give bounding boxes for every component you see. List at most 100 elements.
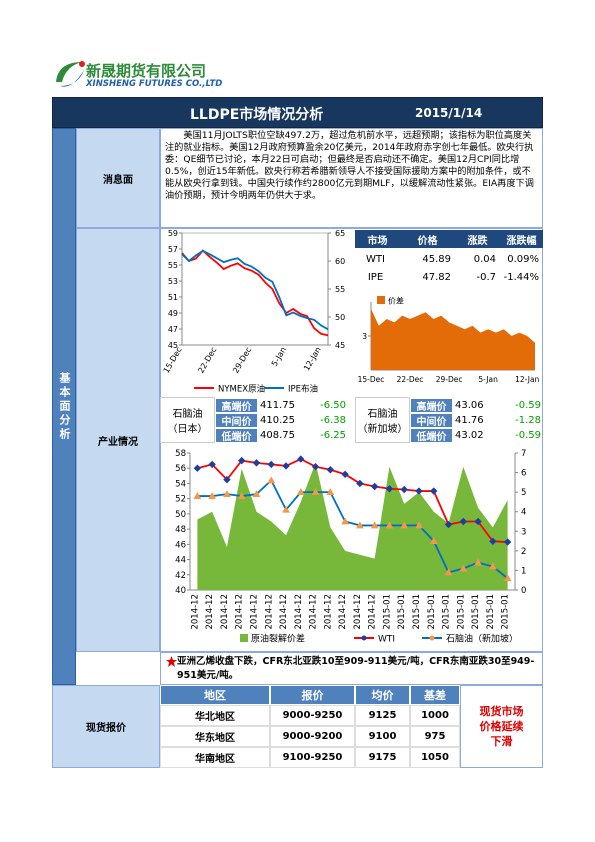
- naphtha-name-line: （新加坡）: [357, 424, 408, 435]
- crude-table: 市场 价格 涨跌 涨跌幅 WTI 45.89 0.04 0.09% IPE 47.82 -0.7 -1…: [355, 228, 543, 290]
- change: -0.59: [515, 430, 541, 441]
- table-cell: IPE: [367, 271, 384, 283]
- marker: [326, 466, 335, 474]
- line: [181, 249, 329, 337]
- table-cell: 45.89: [422, 253, 451, 265]
- marker: [400, 485, 408, 494]
- x-tick-label: 12-Jan: [515, 375, 539, 384]
- price: 408.75: [260, 430, 295, 441]
- side-column: 基本面分析: [52, 128, 76, 685]
- x-tick-label: 12-Jan: [302, 346, 323, 373]
- naphtha-name-line: （日本）: [167, 424, 208, 435]
- line: [181, 249, 329, 331]
- marker: [474, 558, 482, 566]
- spot-cell: 9175: [355, 747, 410, 768]
- y-tick-label: 44: [175, 556, 186, 566]
- title-bar: [52, 97, 543, 128]
- x-tick-label: 22-Dec: [397, 375, 424, 384]
- company-en: XINSHENG FUTURES CO.,LTD: [86, 79, 223, 89]
- marker: [326, 488, 335, 496]
- y-tick-label: 3: [362, 332, 367, 341]
- marker: [415, 521, 423, 529]
- y2-tick-label: 5: [521, 488, 526, 498]
- x-tick-label: 2014-12: [235, 594, 245, 630]
- y2-tick-label: 65: [335, 229, 345, 238]
- price: 43.06: [455, 400, 484, 411]
- marker: [459, 564, 468, 572]
- table-cell: WTI: [366, 253, 385, 265]
- legend-label: NYMEX原油: [218, 384, 265, 395]
- table-cell: 47.82: [422, 271, 451, 283]
- x-tick-label: 29-Dec: [436, 375, 463, 384]
- legend-swatch: [240, 634, 248, 642]
- spot-cell: 9000-9200: [270, 726, 355, 747]
- marker: [237, 492, 246, 499]
- marker: [356, 521, 364, 529]
- change: -0.59: [515, 400, 541, 411]
- y2-tick-label: 4: [521, 508, 526, 518]
- marker: [474, 517, 482, 526]
- marker: [429, 537, 438, 544]
- x-tick-label: 2014-12: [368, 594, 378, 630]
- marker: [252, 490, 261, 497]
- spot-cell: 9000-9250: [270, 705, 355, 726]
- marker: [296, 488, 305, 496]
- y-tick-label: 52: [175, 495, 186, 505]
- price: 41.76: [455, 415, 484, 426]
- x-tick-label: 29-Dec: [231, 346, 253, 375]
- y2-tick-label: 7: [521, 449, 526, 459]
- marker: [267, 476, 276, 484]
- price-kind: 中间价: [215, 413, 258, 428]
- naphtha-table: 石脑油 （日本） 高端价 411.75 -6.50 中间价 410.25 -6.38 低端价 40…: [160, 397, 543, 443]
- spot-cell: 华东地区: [160, 726, 270, 747]
- marker: [370, 482, 379, 491]
- spot-comment: 现货市场价格延续下滑: [460, 685, 543, 768]
- legend-swatch: [377, 296, 385, 304]
- change: -6.50: [320, 400, 346, 411]
- price-kind: 中间价: [410, 413, 453, 428]
- table-header: 市场: [355, 230, 400, 248]
- marker: [252, 459, 261, 467]
- y-tick-label: 47: [168, 325, 178, 334]
- industry-label: 产业情况: [76, 228, 160, 652]
- price-kind: 低端价: [215, 428, 258, 443]
- legend-label: 价差: [388, 296, 404, 306]
- x-tick-label: 2015-01: [397, 594, 407, 630]
- spot-cell: 1000: [410, 705, 460, 726]
- price-kind: 低端价: [410, 428, 453, 443]
- y2-tick-label: 0: [521, 586, 526, 596]
- x-tick-label: 5-Jan: [478, 375, 498, 384]
- x-tick-label: 2014-12: [264, 594, 274, 630]
- naphtha-name-line: 石脑油: [172, 409, 203, 420]
- marker: [208, 492, 217, 499]
- legend-marker: [361, 635, 367, 641]
- spread-chart: 3 15-Dec 22-Dec 29-Dec 5-Jan 12-Jan 价差: [358, 296, 540, 385]
- x-tick-label: 2015-01: [427, 594, 437, 630]
- x-tick-label: 2014-12: [190, 594, 200, 630]
- marker: [193, 492, 202, 499]
- x-tick-label: 2014-12: [353, 594, 363, 630]
- x-tick-label: 2014-12: [338, 594, 348, 630]
- area: [371, 308, 535, 370]
- marker: [444, 520, 453, 529]
- news-text: 美国11月JOLTS职位空缺497.2万，超过危机前水平，远超预期；该指标为职位…: [160, 128, 543, 228]
- marker: [311, 462, 320, 471]
- y2-tick-label: 2: [521, 547, 526, 557]
- spot-header: 基差: [410, 685, 460, 705]
- x-tick-label: 15-Dec: [358, 375, 385, 384]
- y-tick-label: 57: [168, 245, 178, 254]
- marker: [430, 487, 438, 495]
- marker: [237, 456, 246, 465]
- y-tick-label: 48: [175, 525, 186, 535]
- marker: [444, 568, 453, 576]
- table-header: 涨跌: [455, 230, 500, 248]
- y2-tick-label: 6: [521, 469, 526, 479]
- y-tick-label: 40: [175, 586, 186, 596]
- marker: [282, 505, 290, 513]
- y-tick-label: 53: [168, 277, 178, 286]
- side-label: 基本面分析: [58, 371, 71, 442]
- change: -1.28: [515, 415, 541, 426]
- x-tick-label: 2015-01: [412, 594, 422, 630]
- price: 411.75: [260, 400, 295, 411]
